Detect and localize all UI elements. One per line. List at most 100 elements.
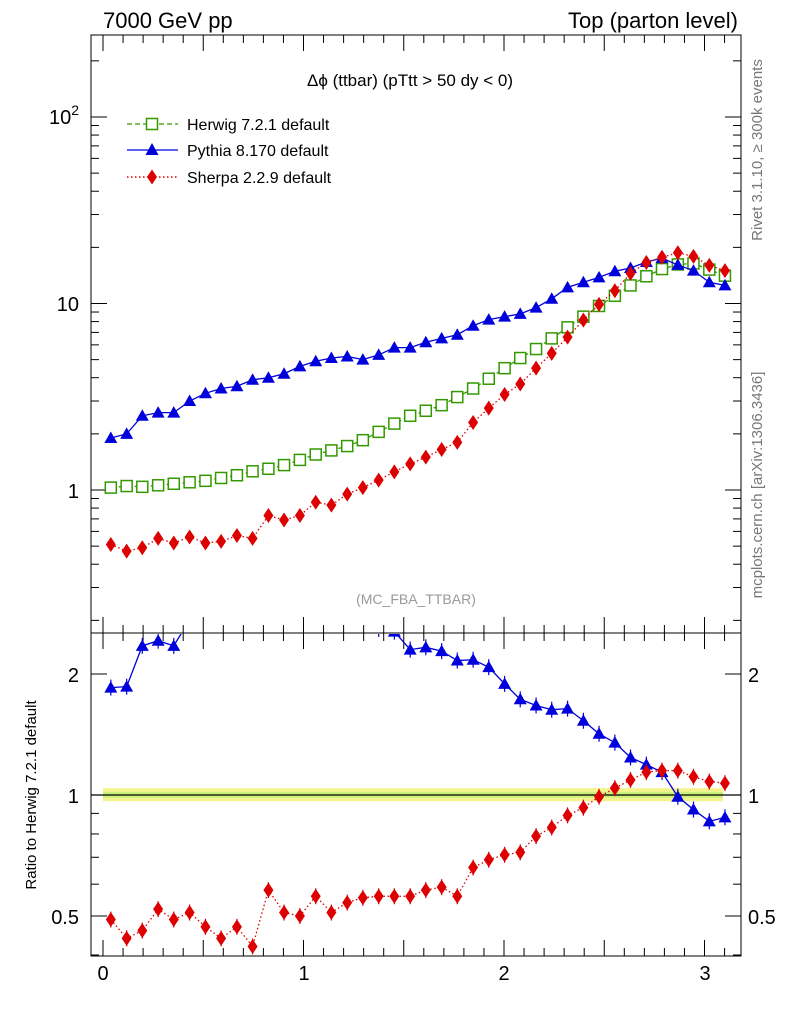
data-point-pythia <box>450 328 464 340</box>
ratio-point-pythia <box>230 597 243 609</box>
data-point-pythia <box>135 409 149 421</box>
main-panel: 1 10 102 Δϕ (ttbar) (pTtt > 50 dy < 0) (… <box>49 34 742 634</box>
ratio-point-sherpa <box>499 847 510 863</box>
ratio-point-pythia <box>419 640 433 653</box>
series-line-herwig <box>110 262 726 489</box>
ratio-point-pythia <box>151 634 165 646</box>
data-point-sherpa <box>531 360 542 376</box>
data-point-pythia <box>403 341 417 353</box>
ratio-point-pythia <box>183 613 196 625</box>
ratio-point-pythia <box>135 639 149 651</box>
ratio-point-pythia <box>482 660 496 673</box>
ratio-point-sherpa <box>357 890 368 906</box>
data-point-pythia <box>498 310 512 322</box>
data-point-sherpa <box>216 533 227 549</box>
data-point-sherpa <box>231 528 242 544</box>
ratio-point-sherpa <box>373 888 384 904</box>
data-point-pythia <box>718 278 732 291</box>
xtick-label: 3 <box>699 963 710 985</box>
data-point-pythia <box>246 373 260 385</box>
data-point-pythia <box>214 382 228 394</box>
legend-label-sherpa: Sherpa 2.2.9 default <box>187 170 332 187</box>
data-point-pythia <box>356 353 370 365</box>
data-point-herwig <box>309 448 322 461</box>
data-point-herwig <box>419 404 433 418</box>
ratio-ytick-label-left: 2 <box>68 665 79 687</box>
ratio-point-sherpa <box>452 888 463 904</box>
data-point-pythia <box>513 307 527 319</box>
data-point-pythia <box>435 331 449 344</box>
data-point-sherpa <box>468 415 479 431</box>
data-point-sherpa <box>184 529 195 545</box>
legend-pythia: Pythia 8.170 default <box>127 143 329 160</box>
ratio-point-pythia <box>262 592 275 604</box>
data-point-sherpa <box>704 257 715 273</box>
ratio-ylabel: Ratio to Herwig 7.2.1 default <box>23 700 40 890</box>
ratio-point-sherpa <box>105 912 116 928</box>
data-point-pythia <box>419 335 433 348</box>
ratio-point-pythia <box>450 654 464 666</box>
data-point-sherpa <box>137 540 148 556</box>
legend-sherpa: Sherpa 2.2.9 default <box>127 169 332 187</box>
ratio-ytick-label-right: 2 <box>748 665 759 687</box>
data-point-pythia <box>151 406 165 418</box>
ratio-point-pythia <box>435 644 449 657</box>
data-point-herwig <box>435 398 448 412</box>
beam-label: 7000 GeV pp <box>103 8 233 33</box>
data-point-sherpa <box>200 535 211 551</box>
ratio-point-sherpa <box>121 930 132 946</box>
ratio-line-sherpa <box>110 769 726 948</box>
ratio-point-sherpa <box>279 905 290 921</box>
data-point-sherpa <box>294 507 305 523</box>
ratio-point-pythia <box>278 592 291 604</box>
data-point-pythia <box>324 351 338 364</box>
data-point-sherpa <box>342 486 353 502</box>
legend-label-pythia: Pythia 8.170 default <box>187 143 329 160</box>
ratio-point-sherpa <box>389 888 400 904</box>
ratio-point-pythia <box>529 698 543 711</box>
ratio-point-pythia <box>341 596 354 608</box>
data-point-herwig <box>246 465 259 478</box>
ratio-point-pythia <box>104 681 118 693</box>
data-point-herwig <box>104 481 118 494</box>
data-point-pythia <box>671 258 685 270</box>
ratio-ticks <box>91 633 741 956</box>
data-point-herwig <box>120 479 133 493</box>
data-point-pythia <box>576 275 590 288</box>
xtick-label: 2 <box>498 963 509 985</box>
data-point-sherpa <box>594 296 605 312</box>
ratio-ytick-label-right: 0.5 <box>748 907 776 929</box>
data-point-sherpa <box>373 472 384 488</box>
ratio-point-pythia <box>686 803 700 815</box>
ratio-point-sherpa <box>247 938 258 954</box>
data-point-pythia <box>167 406 181 418</box>
ratio-point-sherpa <box>168 912 179 928</box>
data-point-sherpa <box>105 537 116 553</box>
ratio-point-sherpa <box>641 764 652 780</box>
ratio-point-sherpa <box>515 844 526 860</box>
main-series-layer <box>104 245 732 559</box>
ratio-point-pythia <box>403 643 417 655</box>
ratio-point-sherpa <box>263 882 274 898</box>
data-point-sherpa <box>357 480 368 496</box>
main-ticks <box>91 35 741 633</box>
data-point-pythia <box>293 359 307 372</box>
ratio-point-pythia <box>671 790 685 802</box>
data-point-sherpa <box>153 530 164 546</box>
plot-title: Δϕ (ttbar) (pTtt > 50 dy < 0) <box>307 71 513 90</box>
data-point-sherpa <box>436 441 447 457</box>
ratio-point-sherpa <box>594 789 605 805</box>
series-line-pythia <box>110 257 726 439</box>
ratio-ytick-label-right: 1 <box>748 786 759 808</box>
data-point-sherpa <box>641 254 652 270</box>
ratio-point-pythia <box>608 736 622 748</box>
ratio-point-pythia <box>466 653 480 665</box>
data-point-herwig <box>214 471 228 485</box>
ratio-ytick-label-left: 1 <box>68 786 79 808</box>
data-point-pythia <box>198 386 212 399</box>
data-point-sherpa <box>310 494 321 510</box>
data-point-herwig <box>277 458 291 472</box>
data-point-pythia <box>372 348 386 360</box>
ratio-point-sherpa <box>672 763 683 779</box>
ratio-point-sherpa <box>200 919 211 935</box>
